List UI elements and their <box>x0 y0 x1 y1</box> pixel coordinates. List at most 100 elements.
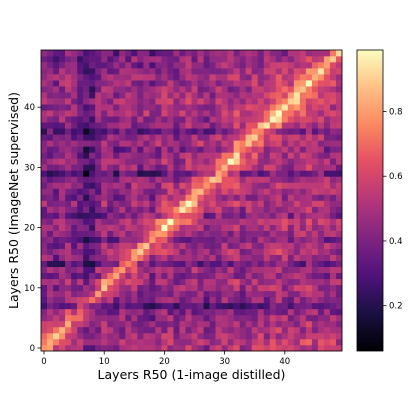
heatmap-cell <box>335 188 343 195</box>
heatmap-cell <box>215 86 222 93</box>
heatmap-cell <box>275 308 283 316</box>
heatmap-cell <box>227 230 234 237</box>
heatmap-cell <box>287 242 295 249</box>
heatmap-cell <box>53 206 60 213</box>
heatmap-cell <box>125 170 132 177</box>
heatmap-cell <box>203 62 210 69</box>
heatmap-cell <box>119 308 126 316</box>
heatmap-cell <box>77 338 84 346</box>
heatmap-cell <box>335 290 343 298</box>
heatmap-cell <box>299 278 307 286</box>
heatmap-cell <box>83 62 90 69</box>
heatmap-cell <box>113 308 120 316</box>
heatmap-cell <box>101 158 108 165</box>
heatmap-cell <box>227 74 234 81</box>
heatmap-cell <box>71 338 78 346</box>
heatmap-cell <box>59 284 66 292</box>
heatmap-cell <box>263 242 271 249</box>
heatmap-cell <box>137 236 144 243</box>
heatmap-cell <box>59 278 66 286</box>
heatmap-cell <box>191 170 198 177</box>
heatmap-cell <box>323 236 331 243</box>
heatmap-cell <box>77 50 84 57</box>
heatmap-cell <box>149 92 156 99</box>
heatmap-cell <box>305 116 313 123</box>
heatmap-cell <box>107 242 114 249</box>
heatmap-cell <box>59 218 66 225</box>
heatmap-cell <box>185 194 192 201</box>
heatmap-cell <box>329 296 337 304</box>
heatmap-cell <box>167 152 174 159</box>
heatmap-cell <box>185 86 192 93</box>
heatmap-cell <box>47 92 54 99</box>
heatmap-cell <box>251 284 259 292</box>
heatmap-cell <box>239 200 246 207</box>
heatmap-cell <box>281 170 289 177</box>
heatmap-cell <box>203 320 210 328</box>
heatmap-cell <box>245 176 252 183</box>
heatmap-cell <box>257 302 265 310</box>
heatmap-cell <box>215 284 222 292</box>
heatmap-cell <box>275 290 283 298</box>
heatmap-cell <box>59 302 66 310</box>
heatmap-cell <box>245 122 252 129</box>
heatmap-cell <box>89 326 96 334</box>
heatmap-cell <box>47 74 54 81</box>
heatmap-cell <box>305 188 313 195</box>
heatmap-cell <box>335 80 343 87</box>
heatmap-cell <box>155 128 162 135</box>
heatmap-cell <box>119 98 126 105</box>
heatmap-cell <box>149 188 156 195</box>
heatmap-cell <box>335 332 343 340</box>
heatmap-cell <box>233 134 240 141</box>
heatmap-cell <box>173 224 180 231</box>
heatmap-cell <box>269 326 277 334</box>
heatmap-cell <box>233 140 240 147</box>
heatmap-cell <box>239 146 246 153</box>
heatmap-cell <box>119 320 126 328</box>
heatmap-cell <box>203 194 210 201</box>
heatmap-cell <box>311 308 319 316</box>
heatmap-cell <box>149 74 156 81</box>
heatmap-cell <box>155 248 162 255</box>
heatmap-cell <box>137 188 144 195</box>
heatmap-cell <box>131 170 138 177</box>
y-tick-label: 40 <box>24 103 35 113</box>
heatmap-cell <box>149 284 156 292</box>
heatmap-cell <box>203 230 210 237</box>
heatmap-cell <box>65 110 72 117</box>
heatmap-cell <box>287 260 295 268</box>
heatmap-cell <box>113 296 120 304</box>
heatmap-cell <box>215 146 222 153</box>
heatmap-cell <box>65 116 72 123</box>
heatmap-cell <box>185 290 192 298</box>
heatmap-cell <box>179 50 186 57</box>
heatmap-cell <box>197 104 204 111</box>
heatmap-cell <box>317 110 325 117</box>
heatmap-cell <box>107 344 114 352</box>
heatmap-cell <box>227 110 234 117</box>
heatmap-cell <box>257 140 265 147</box>
heatmap-cell <box>227 206 234 213</box>
heatmap-cell <box>179 290 186 298</box>
heatmap-cell <box>131 74 138 81</box>
heatmap-cell <box>281 248 289 255</box>
heatmap-cell <box>143 74 150 81</box>
heatmap-cell <box>197 62 204 69</box>
heatmap-cell <box>305 332 313 340</box>
heatmap-cell <box>95 224 102 231</box>
heatmap-cell <box>197 242 204 249</box>
heatmap-cell <box>161 200 168 207</box>
heatmap-cell <box>125 218 132 225</box>
heatmap-cell <box>155 62 162 69</box>
heatmap-cell <box>143 158 150 165</box>
heatmap-cell <box>179 326 186 334</box>
heatmap-cell <box>317 74 325 81</box>
heatmap-cell <box>329 176 337 183</box>
heatmap-cell <box>53 86 60 93</box>
heatmap-cell <box>59 182 66 189</box>
heatmap-cell <box>107 254 114 261</box>
heatmap-cell <box>311 200 319 207</box>
heatmap-cell <box>209 236 216 243</box>
heatmap-cell <box>275 302 283 310</box>
